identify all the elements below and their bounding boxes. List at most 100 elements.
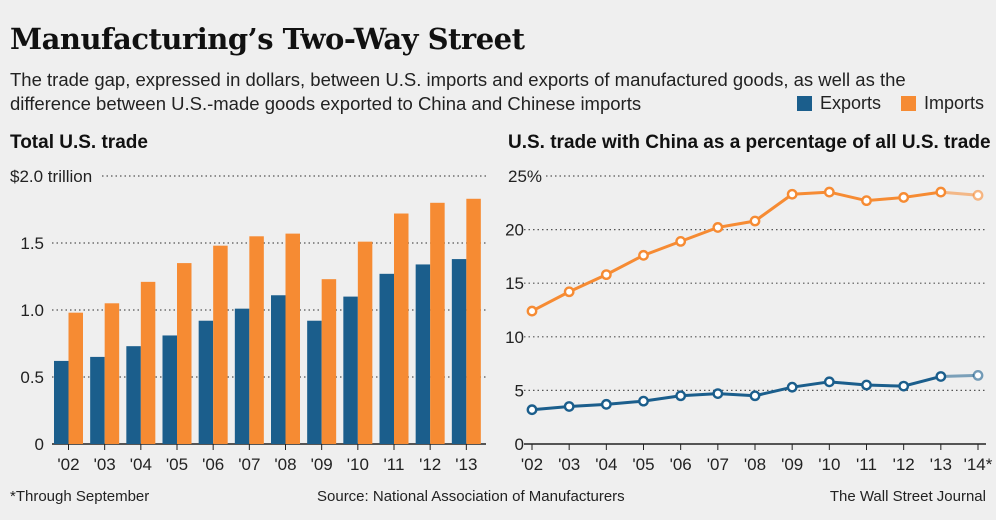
x-tick-label: '03 bbox=[558, 455, 580, 474]
bar-exports bbox=[343, 296, 358, 444]
x-tick-label: '11 bbox=[856, 455, 877, 474]
source: Source: National Association of Manufact… bbox=[317, 488, 625, 505]
footnote: *Through September bbox=[10, 488, 150, 505]
bar-exports bbox=[307, 320, 322, 444]
legend-label-exports: Exports bbox=[819, 93, 881, 113]
series-line-partial-imports bbox=[940, 190, 979, 197]
bar-imports bbox=[104, 303, 120, 444]
point-exports bbox=[823, 376, 835, 388]
point-imports bbox=[600, 269, 612, 281]
x-tick-label: '11 bbox=[384, 455, 405, 474]
point-imports bbox=[861, 195, 872, 207]
point-exports bbox=[712, 388, 724, 400]
x-tick-label: '09 bbox=[311, 455, 333, 474]
x-tick-label: '12 bbox=[419, 455, 441, 474]
series-line-exports bbox=[531, 375, 942, 412]
bar-imports bbox=[321, 279, 337, 444]
bar-chart-title: Total U.S. trade bbox=[10, 132, 148, 153]
credit: The Wall Street Journal bbox=[829, 488, 986, 505]
bar-imports bbox=[140, 281, 156, 444]
bar-chart: 0 0.5 1.0 1.5 $2.0 trillion '02 '03 '04 '05 '06 '0… bbox=[10, 167, 486, 474]
chart-subtitle: The trade gap, expressed in dollars, bet… bbox=[10, 69, 906, 114]
point-exports bbox=[675, 390, 687, 402]
bar-exports bbox=[54, 360, 69, 444]
x-tick-label: '02 bbox=[521, 455, 543, 474]
bar-imports bbox=[249, 236, 264, 444]
point-exports bbox=[600, 398, 612, 410]
y-tick-label: 15 bbox=[505, 274, 524, 293]
y-tick-label: $2.0 trillion bbox=[10, 167, 92, 186]
legend: Exports Imports bbox=[777, 93, 984, 114]
point-imports bbox=[526, 305, 538, 317]
bar-exports bbox=[162, 335, 177, 444]
point-imports bbox=[749, 215, 761, 227]
legend-label-imports: Imports bbox=[923, 93, 984, 113]
legend-swatch-imports bbox=[900, 96, 916, 111]
point-imports bbox=[972, 189, 984, 201]
legend-item-exports: Exports bbox=[796, 93, 881, 114]
point-imports bbox=[563, 286, 575, 298]
bar-exports bbox=[126, 346, 141, 444]
y-tick-label: 5 bbox=[515, 381, 524, 400]
bar-exports bbox=[234, 308, 250, 444]
bar-imports bbox=[394, 213, 409, 444]
x-tick-label: '14* bbox=[964, 455, 993, 474]
x-tick-label: '04 bbox=[130, 455, 152, 474]
x-tick-label: '08 bbox=[744, 455, 766, 474]
series-line-imports bbox=[531, 190, 942, 313]
bar-imports bbox=[177, 263, 192, 444]
x-tick-label: '05 bbox=[166, 455, 188, 474]
point-imports bbox=[935, 186, 947, 198]
y-tick-label: 0 bbox=[515, 435, 524, 454]
x-tick-label: '09 bbox=[781, 455, 803, 474]
point-imports bbox=[823, 186, 835, 198]
bar-exports bbox=[415, 264, 431, 444]
x-tick-label: '10 bbox=[818, 455, 840, 474]
x-tick-label: '05 bbox=[632, 455, 654, 474]
x-tick-label: '08 bbox=[274, 455, 296, 474]
bar-imports bbox=[213, 245, 228, 444]
legend-item-imports: Imports bbox=[900, 93, 984, 114]
point-exports bbox=[786, 381, 798, 393]
x-tick-label: '07 bbox=[238, 455, 260, 474]
bar-imports bbox=[68, 312, 83, 444]
point-exports bbox=[563, 401, 575, 412]
y-tick-label: 1.5 bbox=[20, 234, 44, 253]
y-tick-label: 10 bbox=[505, 328, 524, 347]
line-chart-title: U.S. trade with China as a percentage of… bbox=[508, 132, 991, 153]
bar-imports bbox=[357, 241, 373, 444]
x-tick-label: '02 bbox=[57, 455, 79, 474]
y-tick-label: 25% bbox=[508, 167, 542, 186]
series-line-partial-exports bbox=[940, 373, 979, 378]
point-imports bbox=[786, 188, 798, 200]
point-imports bbox=[675, 235, 687, 247]
legend-swatch-exports bbox=[796, 96, 812, 111]
point-imports bbox=[638, 249, 649, 261]
point-exports bbox=[972, 369, 984, 381]
bar-exports bbox=[271, 295, 286, 444]
point-exports bbox=[638, 395, 649, 407]
chart-title: Manufacturing’s Two-Way Street bbox=[10, 22, 525, 56]
x-tick-label: '12 bbox=[893, 455, 915, 474]
x-tick-label: '04 bbox=[595, 455, 617, 474]
x-tick-label: '03 bbox=[94, 455, 116, 474]
bar-imports bbox=[285, 233, 300, 444]
line-chart: 0 5 10 15 20 25% '02 '03 '04 '05 '06 '07 '08 '09 '10 '1… bbox=[505, 167, 993, 474]
x-tick-label: '10 bbox=[347, 455, 369, 474]
bar-exports bbox=[379, 273, 394, 444]
bar-exports bbox=[90, 356, 105, 444]
y-tick-label: 1.0 bbox=[20, 301, 44, 320]
point-imports bbox=[898, 192, 910, 203]
point-exports bbox=[898, 380, 910, 392]
bar-imports bbox=[466, 198, 481, 444]
point-exports bbox=[861, 379, 872, 391]
point-exports bbox=[935, 371, 947, 382]
x-tick-label: '13 bbox=[455, 455, 477, 474]
point-exports bbox=[749, 390, 761, 402]
point-imports bbox=[712, 222, 724, 233]
x-tick-label: '06 bbox=[670, 455, 692, 474]
bar-exports bbox=[198, 320, 214, 444]
y-tick-label: 20 bbox=[505, 221, 524, 240]
x-tick-label: '13 bbox=[930, 455, 952, 474]
y-tick-label: 0 bbox=[35, 435, 44, 454]
